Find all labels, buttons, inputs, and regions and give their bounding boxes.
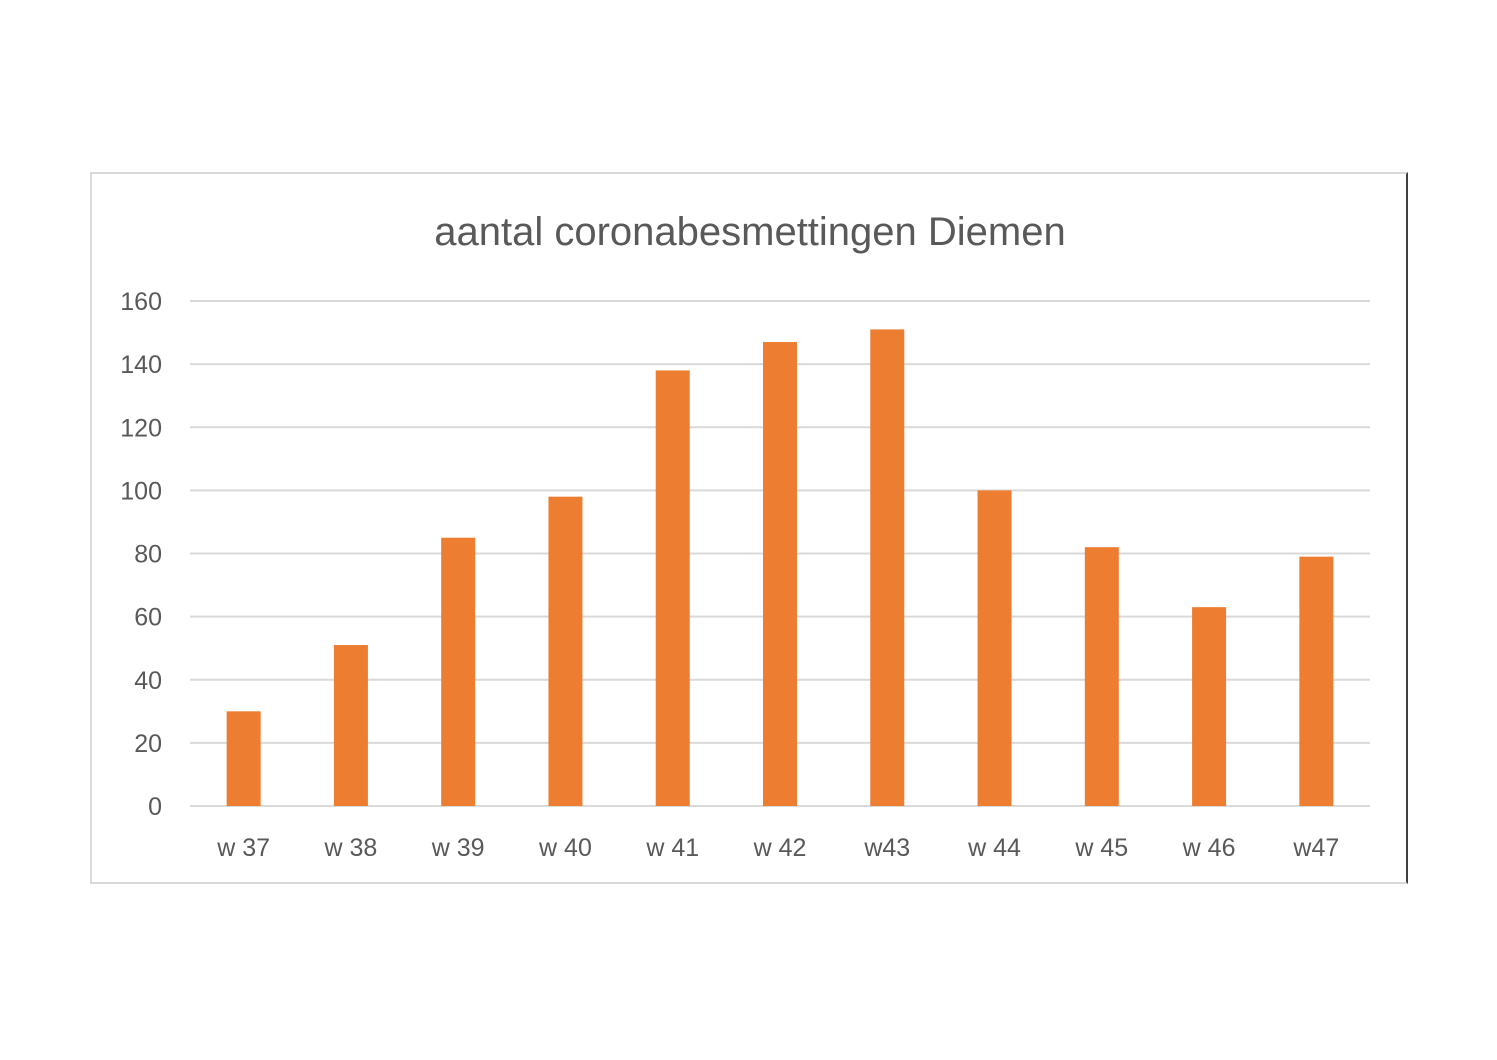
y-tick-label: 40 bbox=[134, 667, 162, 695]
bar-w42 bbox=[763, 342, 797, 806]
bar-w43 bbox=[870, 329, 905, 806]
x-tick-label: w 46 bbox=[1182, 834, 1236, 862]
x-tick-label: w 42 bbox=[753, 834, 807, 862]
y-tick-label: 160 bbox=[120, 288, 162, 316]
bar-w37 bbox=[226, 711, 261, 806]
y-tick-label: 20 bbox=[134, 730, 162, 758]
x-tick-label: w43 bbox=[863, 834, 910, 862]
bar-w46 bbox=[1192, 607, 1227, 806]
x-tick-label: w 39 bbox=[431, 834, 485, 862]
bar-w45 bbox=[1084, 547, 1119, 806]
bar-w47 bbox=[1299, 556, 1334, 806]
y-tick-label: 60 bbox=[134, 604, 162, 632]
y-tick-label: 80 bbox=[134, 541, 162, 569]
bar-w39 bbox=[441, 537, 476, 806]
y-tick-label: 140 bbox=[120, 351, 162, 379]
x-tick-label: w 41 bbox=[645, 834, 699, 862]
bar-w41 bbox=[655, 370, 690, 806]
bars bbox=[226, 329, 1334, 806]
x-tick-label: w 37 bbox=[216, 834, 270, 862]
chart-frame: aantal coronabesmettingen Diemen 0 20 40 60… bbox=[90, 172, 1408, 884]
x-tick-label: w 40 bbox=[538, 834, 592, 862]
x-axis-ticks: w 37 w 38 w 39 w 40 w 41 w 42 w43 w 44 w 45 w 46 w… bbox=[216, 834, 1339, 862]
bar-w40 bbox=[548, 496, 583, 806]
y-axis-ticks: 0 20 40 60 80 100 120 140 160 bbox=[120, 288, 162, 821]
x-tick-label: w 38 bbox=[324, 834, 378, 862]
chart-title: aantal coronabesmettingen Diemen bbox=[434, 210, 1066, 254]
x-tick-label: w47 bbox=[1292, 834, 1339, 862]
x-tick-label: w 45 bbox=[1074, 834, 1128, 862]
y-tick-label: 0 bbox=[148, 793, 162, 821]
y-tick-label: 100 bbox=[120, 477, 162, 505]
bar-w44 bbox=[977, 490, 1012, 806]
y-tick-label: 120 bbox=[120, 414, 162, 442]
bar-w38 bbox=[333, 645, 368, 806]
x-tick-label: w 44 bbox=[967, 834, 1021, 862]
